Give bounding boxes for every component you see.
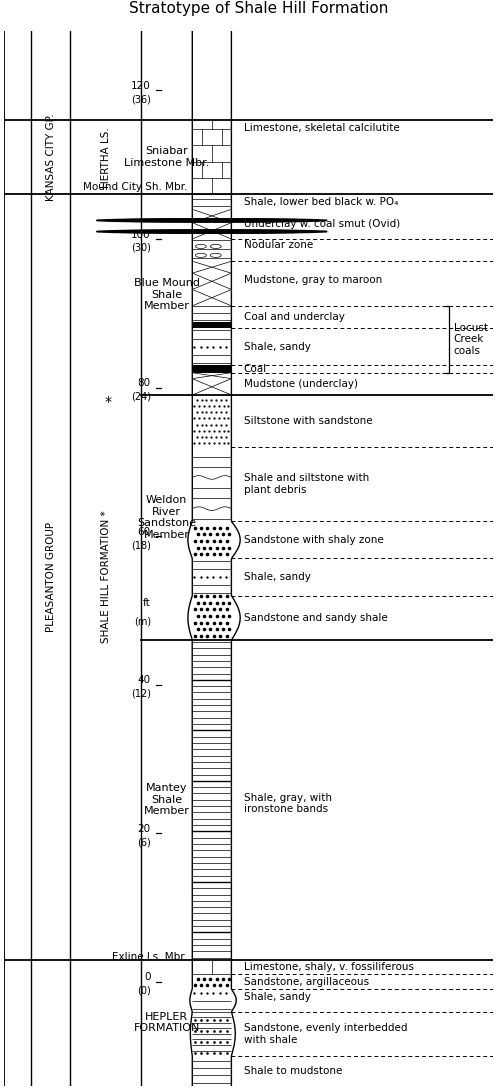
Bar [192, 194, 232, 209]
Bar [192, 328, 232, 365]
Text: Shale to mudstone: Shale to mudstone [244, 1066, 342, 1076]
Text: Exline Ls. Mbr.: Exline Ls. Mbr. [112, 953, 188, 962]
Bar [192, 306, 232, 323]
Text: Weldon
River
Sandstone
Member: Weldon River Sandstone Member [137, 495, 196, 540]
Text: Sandstone, evenly interbedded
with shale: Sandstone, evenly interbedded with shale [244, 1024, 407, 1044]
Bar [192, 120, 232, 194]
Text: Sandstone and sandy shale: Sandstone and sandy shale [244, 613, 388, 622]
Text: Limestone, shaly, v. fossiliferous: Limestone, shaly, v. fossiliferous [244, 962, 414, 972]
Text: (m): (m) [134, 617, 151, 627]
Text: (30): (30) [131, 243, 151, 253]
Text: Coal: Coal [244, 364, 266, 374]
Bar [192, 373, 232, 395]
Bar [192, 239, 232, 262]
Text: Mudstone, gray to maroon: Mudstone, gray to maroon [244, 275, 382, 284]
Text: 100: 100 [131, 230, 151, 240]
Text: HERTHA LS.: HERTHA LS. [100, 126, 110, 187]
Circle shape [96, 219, 312, 222]
Text: Nodular zone: Nodular zone [244, 240, 313, 250]
Text: Siltstone with sandstone: Siltstone with sandstone [244, 416, 372, 426]
Bar [192, 1056, 232, 1086]
Text: Shale, lower bed black w. PO₄: Shale, lower bed black w. PO₄ [244, 197, 398, 207]
Text: 20: 20 [138, 824, 151, 834]
Circle shape [96, 230, 312, 233]
Bar [192, 990, 232, 1012]
Circle shape [112, 219, 327, 222]
Text: *: * [104, 396, 112, 410]
Text: Mantey
Shale
Member: Mantey Shale Member [144, 784, 190, 816]
Text: Locust
Creek
coals: Locust Creek coals [454, 323, 488, 355]
Text: 120: 120 [131, 81, 151, 90]
Bar [192, 395, 232, 447]
Bar [192, 262, 232, 306]
Text: (6): (6) [137, 837, 151, 847]
Bar [192, 558, 232, 595]
Bar [192, 365, 232, 373]
Text: Mound City Sh. Mbr.: Mound City Sh. Mbr. [83, 182, 188, 192]
Text: Sandstone, argillaceous: Sandstone, argillaceous [244, 977, 368, 986]
Text: (36): (36) [131, 95, 151, 105]
Text: Shale, sandy: Shale, sandy [244, 572, 310, 582]
Text: SHALE HILL FORMATION *: SHALE HILL FORMATION * [100, 511, 110, 643]
Text: Sniabar
Limestone Mbr.: Sniabar Limestone Mbr. [124, 146, 210, 168]
Bar [192, 447, 232, 521]
Bar [192, 640, 232, 959]
Bar [192, 959, 232, 974]
Text: Shale, sandy: Shale, sandy [244, 341, 310, 352]
Text: Blue Mound
Shale
Member: Blue Mound Shale Member [134, 278, 200, 312]
Bar [192, 323, 232, 328]
Text: 40: 40 [138, 675, 151, 686]
Bar [192, 1012, 232, 1056]
Circle shape [112, 230, 327, 233]
Bar [192, 209, 232, 239]
Text: Limestone, skeletal calcilutite: Limestone, skeletal calcilutite [244, 122, 400, 133]
Text: Stratotype of Shale Hill Formation: Stratotype of Shale Hill Formation [128, 1, 388, 16]
Text: Shale and siltstone with
plant debris: Shale and siltstone with plant debris [244, 473, 369, 495]
Bar [192, 595, 232, 640]
Text: Shale, gray, with
ironstone bands: Shale, gray, with ironstone bands [244, 792, 332, 814]
Text: (12): (12) [131, 689, 151, 699]
Text: (0): (0) [137, 985, 151, 996]
Text: (24): (24) [131, 391, 151, 401]
Bar [192, 323, 232, 328]
Text: (18): (18) [131, 540, 151, 550]
Text: 0: 0 [144, 972, 151, 982]
Bar [192, 31, 232, 1086]
Text: ft: ft [143, 598, 151, 608]
Text: 60: 60 [138, 526, 151, 536]
Text: Shale, sandy: Shale, sandy [244, 992, 310, 1002]
Ellipse shape [196, 253, 206, 257]
Text: Sandstone with shaly zone: Sandstone with shaly zone [244, 535, 384, 545]
Bar [192, 974, 232, 990]
Text: Coal and underclay: Coal and underclay [244, 312, 344, 322]
Text: 80: 80 [138, 378, 151, 388]
Ellipse shape [196, 244, 206, 249]
Text: HEPLER
FORMATION: HEPLER FORMATION [134, 1012, 200, 1033]
Ellipse shape [210, 244, 221, 249]
Bar [192, 365, 232, 373]
Text: Mudstone (underclay): Mudstone (underclay) [244, 379, 358, 389]
Ellipse shape [210, 253, 221, 257]
Text: Underclay w. coal smut (Ovid): Underclay w. coal smut (Ovid) [244, 219, 400, 229]
Text: KANSAS CITY GP.: KANSAS CITY GP. [46, 113, 56, 201]
Bar [192, 521, 232, 558]
Text: PLEASANTON GROUP: PLEASANTON GROUP [46, 522, 56, 632]
